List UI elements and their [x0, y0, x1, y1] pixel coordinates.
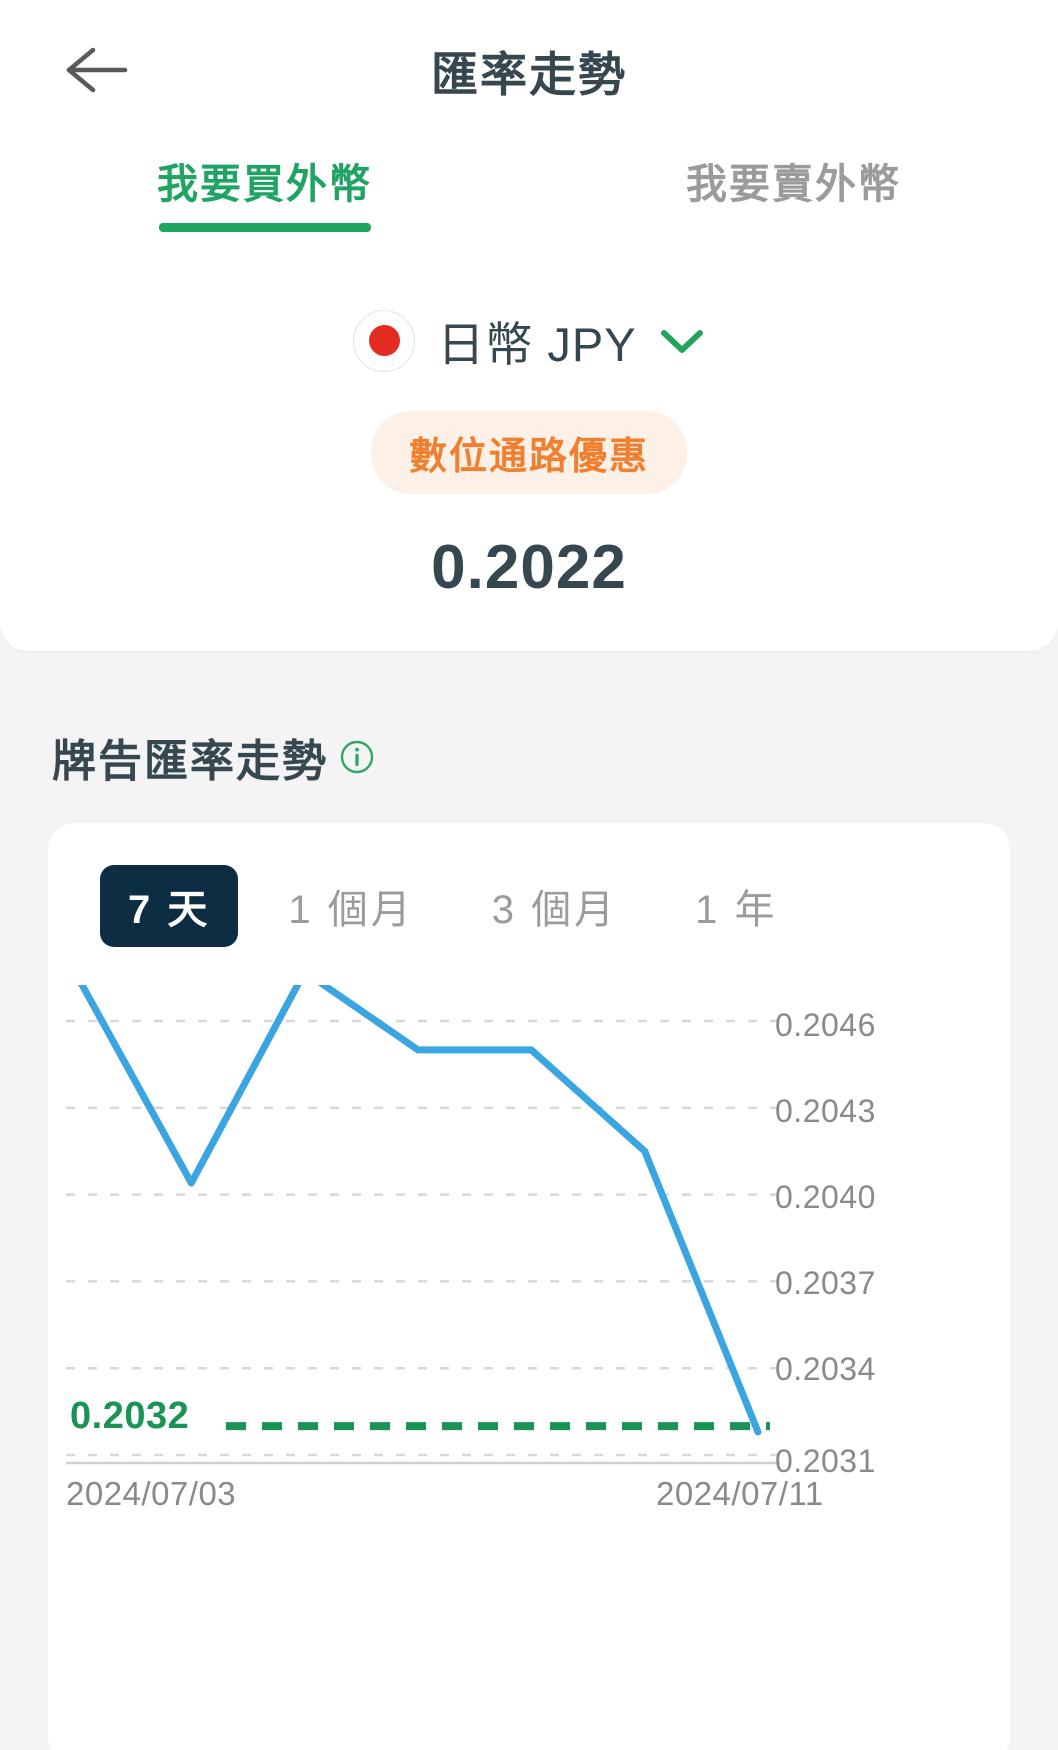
y-tick-label-1: 0.2043	[775, 1093, 876, 1129]
y-tick-label-4: 0.2034	[775, 1351, 876, 1387]
currency-selector[interactable]: 日幣 JPY	[0, 306, 1058, 375]
range-tab-1-month[interactable]: 1 個月	[260, 865, 441, 947]
chevron-down-icon[interactable]	[659, 326, 705, 356]
chart-card: 7 天 1 個月 3 個月 1 年 0.2046 0.2043 0.2040 0…	[48, 823, 1010, 1750]
tab-bar: 我要買外幣 我要賣外幣	[0, 150, 1058, 232]
y-tick-label-0: 0.2046	[775, 1007, 876, 1043]
range-tab-7-days-label: 7 天	[128, 888, 211, 932]
range-tab-bar: 7 天 1 個月 3 個月 1 年	[48, 865, 1010, 947]
tab-buy-foreign-currency[interactable]: 我要買外幣	[0, 150, 529, 232]
app-header: 匯率走勢 我要買外幣 我要賣外幣	[0, 0, 1058, 250]
range-tab-1-year[interactable]: 1 年	[667, 865, 805, 947]
page-title: 匯率走勢	[431, 48, 627, 101]
range-tab-3-months-label: 3 個月	[491, 888, 618, 932]
japan-flag-icon	[353, 309, 416, 372]
range-tab-3-months[interactable]: 3 個月	[464, 865, 645, 947]
status-badge: 數位通路優惠	[370, 411, 687, 494]
promo-badge-wrap: 數位通路優惠	[0, 411, 1058, 494]
range-tab-1-year-label: 1 年	[695, 888, 778, 932]
x-tick-label-start: 2024/07/03	[66, 1475, 237, 1512]
currency-summary-card: 日幣 JPY 數位通路優惠 0.2022	[0, 250, 1058, 651]
y-tick-label-3: 0.2037	[775, 1265, 876, 1301]
y-tick-label-2: 0.2040	[775, 1179, 876, 1215]
tab-buy-label: 我要買外幣	[157, 161, 372, 207]
chart-section-header: 牌告匯率走勢	[0, 651, 1058, 789]
current-rate-value: 0.2022	[431, 533, 627, 602]
range-tab-1-month-label: 1 個月	[288, 888, 414, 932]
y-tick-label-5: 0.2031	[775, 1443, 876, 1479]
back-button[interactable]	[52, 28, 136, 112]
x-tick-label-end: 2024/07/11	[656, 1475, 824, 1512]
reference-line-label: 0.2032	[70, 1395, 190, 1437]
chart-svg	[66, 985, 780, 1465]
arrow-left-icon	[66, 47, 128, 93]
rate-trend-chart: 0.2046 0.2043 0.2040 0.2037 0.2034 0.203…	[48, 985, 1010, 1685]
currency-name: 日幣 JPY	[437, 318, 637, 371]
tab-sell-foreign-currency[interactable]: 我要賣外幣	[529, 150, 1058, 232]
section-title: 牌告匯率走勢	[52, 737, 328, 786]
tab-sell-label: 我要賣外幣	[686, 161, 901, 207]
range-tab-7-days[interactable]: 7 天	[100, 865, 239, 947]
info-icon[interactable]	[340, 740, 374, 774]
series-line-0	[78, 985, 762, 1436]
